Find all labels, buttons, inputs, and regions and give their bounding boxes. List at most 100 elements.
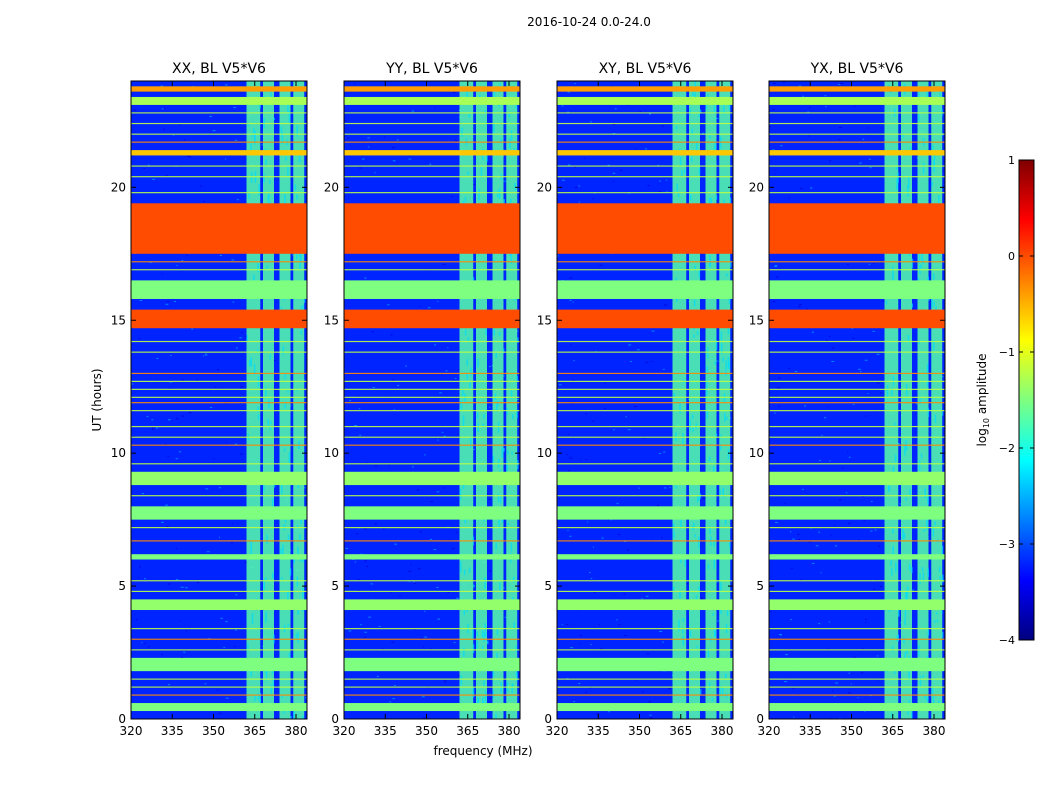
rfi-channel-texture — [499, 139, 502, 144]
rfi-channel-texture — [296, 250, 298, 260]
noise-speckle — [244, 561, 247, 563]
noise-speckle — [851, 327, 854, 329]
noise-speckle — [775, 521, 778, 523]
noise-speckle — [865, 415, 867, 417]
rfi-channel-texture — [257, 406, 259, 413]
noise-speckle — [578, 201, 581, 203]
noise-speckle — [590, 121, 592, 123]
y-axis-label: UT (hours) — [90, 368, 104, 431]
noise-speckle — [240, 386, 243, 388]
noise-speckle — [636, 349, 640, 351]
rfi-channel-texture — [689, 419, 692, 431]
x-tick-label: 335 — [799, 724, 822, 738]
rfi-time-line — [769, 388, 945, 390]
noise-speckle — [558, 384, 562, 386]
noise-speckle — [418, 568, 421, 570]
rfi-time-line — [769, 141, 945, 143]
rfi-channel-texture — [892, 528, 894, 534]
rfi-time-line — [131, 463, 307, 465]
noise-speckle — [348, 630, 352, 632]
rfi-channel-texture — [904, 618, 906, 626]
rfi-time-line — [557, 122, 733, 125]
rfi-channel-texture — [693, 299, 696, 307]
noise-speckle — [489, 570, 492, 572]
noise-speckle — [572, 380, 576, 382]
rfi-channel-texture — [911, 303, 913, 308]
noise-speckle — [876, 353, 880, 355]
rfi-time-line — [344, 410, 520, 412]
rfi-time-line — [557, 372, 733, 375]
noise-speckle — [611, 85, 614, 87]
flagged-time-band — [769, 703, 945, 712]
rfi-channel-texture — [300, 330, 303, 335]
rfi-channel-texture — [283, 708, 286, 714]
rfi-time-line — [344, 372, 520, 375]
rfi-channel-texture — [269, 354, 272, 357]
noise-speckle — [220, 617, 223, 619]
rfi-channel-texture — [284, 374, 286, 380]
noise-speckle — [569, 457, 573, 459]
rfi-channel-texture — [515, 646, 518, 652]
noise-speckle — [798, 306, 801, 308]
y-tick-label: 0 — [756, 712, 764, 726]
noise-speckle — [156, 357, 159, 359]
noise-speckle — [668, 688, 671, 690]
noise-speckle — [659, 630, 663, 632]
rfi-time-line — [557, 351, 733, 353]
noise-speckle — [775, 276, 779, 278]
noise-speckle — [648, 113, 651, 115]
rfi-time-line — [131, 694, 307, 696]
rfi-channel-texture — [896, 635, 899, 641]
noise-speckle — [942, 170, 945, 172]
rfi-channel-texture — [724, 413, 726, 422]
noise-speckle — [364, 631, 367, 633]
rfi-channel-texture — [493, 89, 496, 102]
y-tick-label: 0 — [544, 712, 552, 726]
rfi-channel-texture — [481, 629, 484, 638]
rfi-channel-texture — [516, 376, 518, 382]
rfi-channel-texture — [516, 410, 518, 419]
rfi-channel-texture — [927, 276, 929, 283]
noise-speckle — [569, 277, 573, 279]
x-tick-label: 365 — [456, 724, 479, 738]
noise-speckle — [572, 301, 574, 303]
rfi-channel-texture — [253, 128, 255, 133]
rfi-time-line — [131, 388, 307, 390]
rfi-time-line — [769, 540, 945, 542]
rfi-time-line — [557, 678, 733, 680]
flagged-time-band — [344, 506, 520, 520]
rfi-channel-texture — [908, 176, 910, 188]
rfi-channel-texture — [462, 481, 465, 489]
x-tick-label: 335 — [161, 724, 184, 738]
rfi-channel-texture — [707, 93, 709, 97]
noise-speckle — [613, 594, 615, 596]
rfi-channel — [689, 81, 700, 719]
noise-speckle — [419, 637, 423, 639]
noise-speckle — [626, 104, 630, 106]
rfi-channel-texture — [698, 496, 701, 500]
x-tick-label: 320 — [758, 724, 781, 738]
rfi-channel-texture — [507, 523, 510, 526]
noise-speckle — [359, 167, 362, 169]
noise-speckle — [224, 84, 228, 86]
rfi-channel-texture — [927, 568, 929, 577]
rfi-channel-texture — [892, 375, 895, 386]
noise-speckle — [607, 164, 610, 166]
noise-speckle — [393, 685, 396, 687]
noise-speckle — [185, 630, 187, 632]
noise-speckle — [797, 539, 801, 541]
rfi-time-line — [557, 590, 733, 592]
noise-speckle — [392, 698, 395, 700]
rfi-channel-texture — [706, 347, 709, 359]
rfi-channel-texture — [287, 534, 290, 541]
rfi-time-line — [769, 694, 945, 696]
noise-speckle — [916, 403, 918, 405]
noise-speckle — [804, 405, 807, 407]
rfi-channel-texture — [287, 390, 289, 393]
noise-speckle — [774, 265, 778, 267]
x-tick-label: 350 — [628, 724, 651, 738]
noise-speckle — [638, 487, 640, 489]
noise-speckle — [863, 520, 866, 522]
rfi-channel-texture — [677, 716, 679, 719]
rfi-channel-texture — [472, 644, 475, 654]
